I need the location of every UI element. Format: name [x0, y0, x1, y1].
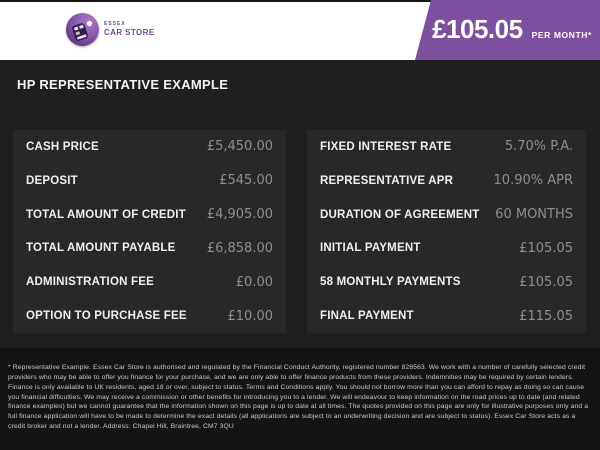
row-value: £105.05 [519, 240, 573, 256]
finance-panel-left: CASH PRICE £5,450.00 DEPOSIT £545.00 TOT… [13, 130, 286, 333]
row-label: 58 MONTHLY PAYMENTS [320, 276, 461, 289]
finance-row-monthly-payments: 58 MONTHLY PAYMENTS £105.05 [320, 265, 573, 299]
row-value: £4,905.00 [206, 207, 273, 223]
row-label: CASH PRICE [26, 140, 99, 153]
row-label: REPRESENTATIVE APR [320, 174, 454, 187]
finance-row-interest-rate: FIXED INTEREST RATE 5.70% P.A. [320, 130, 573, 164]
monthly-price-period: PER MONTH* [531, 30, 592, 40]
row-label: FIXED INTEREST RATE [320, 140, 452, 153]
car-logo-icon [66, 13, 99, 46]
finance-section: HP REPRESENTATIVE EXAMPLE CASH PRICE £5,… [0, 60, 600, 450]
row-value: £105.05 [519, 274, 573, 290]
finance-panel-right: FIXED INTEREST RATE 5.70% P.A. REPRESENT… [307, 130, 586, 333]
monthly-price-banner: £105.05 PER MONTH* [415, 0, 600, 60]
finance-row-admin-fee: ADMINISTRATION FEE £0.00 [26, 265, 273, 299]
finance-row-total-credit: TOTAL AMOUNT OF CREDIT £4,905.00 [26, 198, 273, 232]
row-label: ADMINISTRATION FEE [26, 276, 154, 289]
row-label: FINAL PAYMENT [320, 310, 414, 323]
finance-row-cash-price: CASH PRICE £5,450.00 [26, 130, 273, 164]
finance-row-purchase-fee: OPTION TO PURCHASE FEE £10.00 [26, 299, 273, 333]
brand-name-top: ESSEX [104, 21, 126, 28]
finance-row-duration: DURATION OF AGREEMENT 60 MONTHS [320, 198, 573, 232]
finance-row-deposit: DEPOSIT £545.00 [26, 164, 273, 198]
row-value: £6,858.00 [206, 240, 273, 256]
row-label: DURATION OF AGREEMENT [320, 208, 480, 221]
disclaimer-text: * Representative Example. Essex Car Stor… [8, 364, 589, 431]
row-value: 10.90% APR [493, 173, 573, 189]
row-label: OPTION TO PURCHASE FEE [26, 310, 187, 323]
row-value: 60 MONTHS [495, 207, 573, 223]
row-value: £10.00 [227, 308, 274, 324]
row-value: £545.00 [219, 173, 273, 189]
car-icon [71, 20, 92, 41]
row-value: 5.70% P.A. [504, 139, 573, 155]
finance-row-apr: REPRESENTATIVE APR 10.90% APR [320, 164, 573, 198]
row-label: INITIAL PAYMENT [320, 242, 421, 255]
brand-name-bottom: CAR STORE [104, 27, 155, 37]
row-label: DEPOSIT [26, 174, 78, 187]
row-label: TOTAL AMOUNT PAYABLE [26, 242, 176, 255]
finance-row-initial-payment: INITIAL PAYMENT £105.05 [320, 231, 573, 265]
row-value: £0.00 [235, 274, 273, 290]
finance-row-total-payable: TOTAL AMOUNT PAYABLE £6,858.00 [26, 231, 273, 265]
header: ESSEX CAR STORE £105.05 PER MONTH* [0, 0, 600, 60]
essex-car-store-logo[interactable]: ESSEX CAR STORE [66, 13, 155, 46]
section-title: HP REPRESENTATIVE EXAMPLE [17, 77, 229, 92]
finance-row-final-payment: FINAL PAYMENT £115.05 [320, 299, 573, 333]
row-value: £5,450.00 [206, 139, 273, 155]
top-border [0, 0, 600, 2]
row-value: £115.05 [519, 308, 573, 324]
disclaimer-footer: * Representative Example. Essex Car Stor… [0, 348, 600, 450]
logo-wordmark: ESSEX CAR STORE [104, 22, 155, 37]
monthly-price-amount: £105.05 [432, 14, 523, 44]
row-label: TOTAL AMOUNT OF CREDIT [26, 208, 186, 221]
